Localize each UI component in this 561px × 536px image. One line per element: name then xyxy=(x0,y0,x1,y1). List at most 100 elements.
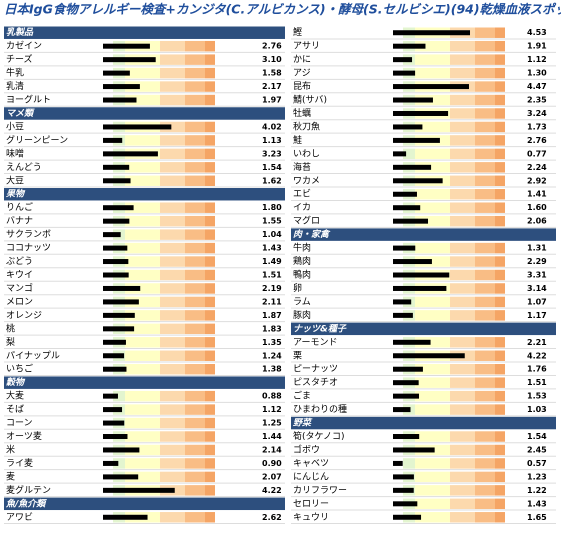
range-zone xyxy=(185,404,205,415)
range-zone xyxy=(495,27,505,38)
range-zone xyxy=(185,283,205,294)
range-zone xyxy=(125,431,160,442)
result-bar xyxy=(103,487,175,493)
range-zone xyxy=(450,471,475,483)
result-bar xyxy=(393,501,418,507)
range-zone xyxy=(185,431,205,442)
result-bar xyxy=(103,84,140,90)
result-value: 2.19 xyxy=(262,284,282,293)
range-zone xyxy=(450,148,475,160)
result-bar xyxy=(103,460,119,466)
result-value: 1.53 xyxy=(527,392,547,401)
result-bar xyxy=(393,205,421,211)
food-label: 米 xyxy=(6,443,15,455)
result-bar xyxy=(393,380,419,386)
range-zone xyxy=(185,135,205,146)
result-bar xyxy=(103,151,158,157)
range-zone xyxy=(160,162,185,173)
range-zone xyxy=(125,390,160,402)
range-zone xyxy=(450,202,475,213)
range-zone xyxy=(185,512,205,523)
range-zone xyxy=(450,498,475,510)
range-zone xyxy=(113,458,125,469)
result-bar xyxy=(393,474,414,480)
range-zone xyxy=(450,444,475,456)
result-value: 2.07 xyxy=(262,472,282,481)
food-label: マグロ xyxy=(293,215,320,227)
range-zone xyxy=(450,296,475,308)
range-zone xyxy=(495,296,505,308)
result-bar xyxy=(103,245,128,251)
range-zone xyxy=(205,94,215,106)
range-zone xyxy=(125,350,160,361)
range-zone xyxy=(185,242,205,254)
result-bar xyxy=(103,43,150,49)
food-label: ピスタチオ xyxy=(293,377,338,388)
result-value: 4.22 xyxy=(527,351,547,360)
food-label: ココナッツ xyxy=(6,243,51,254)
range-zone xyxy=(475,431,495,442)
range-zone xyxy=(475,40,495,52)
range-zone xyxy=(495,81,505,92)
result-value: 1.58 xyxy=(262,69,282,78)
result-bar xyxy=(103,259,129,265)
range-zone xyxy=(495,148,505,160)
range-zone xyxy=(450,363,475,375)
range-zone xyxy=(125,337,160,348)
result-value: 1.54 xyxy=(262,163,282,172)
food-label: えんどう xyxy=(6,162,42,173)
result-bar xyxy=(393,84,469,90)
result-value: 1.65 xyxy=(527,513,547,522)
range-zone xyxy=(160,215,185,227)
range-zone xyxy=(185,148,205,160)
range-zone xyxy=(205,458,215,469)
range-zone xyxy=(160,256,185,267)
result-bar xyxy=(103,178,131,184)
range-zone xyxy=(160,337,185,348)
range-zone xyxy=(185,417,205,429)
range-zone xyxy=(475,363,495,375)
food-label: ひまわりの種 xyxy=(293,404,347,415)
result-value: 1.97 xyxy=(262,96,282,105)
range-zone xyxy=(475,485,495,496)
range-zone xyxy=(185,67,205,79)
range-zone xyxy=(205,81,215,92)
section-header: 乳製品 xyxy=(6,27,34,38)
range-zone xyxy=(495,269,505,281)
result-value: 4.02 xyxy=(262,122,282,131)
range-zone xyxy=(495,189,505,200)
range-zone xyxy=(475,148,495,160)
section-header: 穀物 xyxy=(6,377,26,388)
section-header: 野菜 xyxy=(293,418,313,429)
range-zone xyxy=(185,175,205,187)
range-zone xyxy=(160,458,185,469)
range-zone xyxy=(450,431,475,442)
range-zone xyxy=(160,431,185,442)
result-bar xyxy=(103,299,139,305)
range-zone xyxy=(495,94,505,106)
food-label: バナナ xyxy=(6,216,33,227)
range-zone xyxy=(450,108,475,119)
result-bar xyxy=(393,151,407,157)
range-zone xyxy=(475,202,495,213)
range-zone xyxy=(475,283,495,294)
range-zone xyxy=(205,202,215,213)
range-zone xyxy=(125,67,160,79)
range-zone xyxy=(185,81,205,92)
range-zone xyxy=(160,54,185,65)
range-zone xyxy=(205,444,215,456)
range-zone xyxy=(475,54,495,65)
result-bar xyxy=(103,312,135,318)
range-zone xyxy=(495,162,505,173)
range-zone xyxy=(415,310,450,321)
range-zone xyxy=(475,81,495,92)
range-zone xyxy=(185,310,205,321)
food-label: アジ xyxy=(293,69,311,79)
result-bar xyxy=(103,366,127,372)
range-zone xyxy=(450,377,475,388)
food-label: ゴボウ xyxy=(293,443,320,455)
range-zone xyxy=(185,121,205,133)
food-label: 桃 xyxy=(6,322,15,334)
result-value: 1.03 xyxy=(527,405,547,414)
result-value: 2.62 xyxy=(262,513,282,522)
